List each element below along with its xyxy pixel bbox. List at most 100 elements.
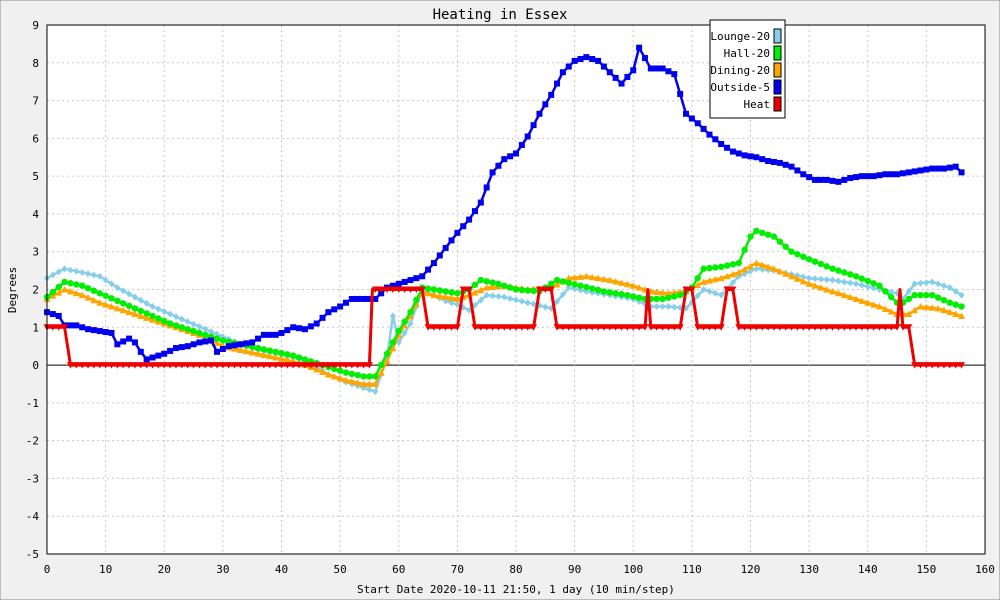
- data-point-diamond: [700, 286, 707, 293]
- data-point-triangle-down: [764, 324, 772, 331]
- data-point-square: [577, 56, 584, 63]
- data-point-triangle: [852, 295, 860, 302]
- data-point-square: [49, 311, 56, 318]
- data-point-circle: [506, 284, 514, 291]
- data-point-triangle: [319, 368, 327, 375]
- data-point-triangle: [571, 274, 579, 281]
- data-point-triangle-down: [190, 362, 198, 369]
- data-point-triangle: [49, 292, 57, 299]
- data-point-circle: [571, 281, 578, 288]
- data-point-diamond: [401, 329, 408, 337]
- data-point-triangle-down: [348, 362, 356, 369]
- y-tick-label: 0: [32, 359, 39, 372]
- data-point-triangle: [149, 316, 157, 323]
- data-point-triangle-down: [917, 362, 925, 369]
- data-point-square: [73, 322, 80, 329]
- data-point-square: [184, 343, 191, 350]
- data-point-triangle-down: [905, 324, 913, 331]
- data-point-square: [841, 176, 848, 183]
- data-point-triangle: [448, 294, 456, 302]
- data-point-circle: [166, 320, 174, 327]
- data-point-circle: [811, 258, 819, 265]
- data-point-square: [765, 158, 772, 165]
- data-point-triangle-down: [875, 324, 883, 331]
- x-tick-label: 140: [858, 563, 878, 576]
- data-point-diamond: [847, 279, 854, 287]
- data-point-triangle: [700, 278, 708, 285]
- data-point-square: [67, 322, 74, 329]
- data-point-diamond: [67, 266, 74, 274]
- data-point-square: [448, 237, 455, 244]
- data-point-square: [407, 277, 414, 284]
- data-point-triangle-down: [530, 324, 538, 331]
- data-point-circle: [383, 350, 391, 357]
- data-point-triangle-down: [676, 324, 684, 331]
- y-tick-label: 6: [32, 132, 39, 145]
- data-point-diamond: [161, 308, 168, 316]
- data-point-triangle: [764, 263, 772, 270]
- data-point-triangle: [78, 291, 86, 299]
- data-point-square: [196, 339, 203, 346]
- data-point-triangle-down: [576, 324, 584, 331]
- data-point-triangle: [107, 303, 115, 310]
- data-point-diamond: [864, 283, 871, 291]
- data-point-square: [137, 348, 144, 355]
- data-point-circle: [888, 293, 895, 301]
- data-point-triangle: [788, 272, 796, 280]
- data-point-triangle: [905, 310, 913, 318]
- series-hall-20: [43, 227, 965, 380]
- y-tick-label: -5: [26, 548, 39, 561]
- data-point-circle: [196, 329, 203, 337]
- data-point-diamond: [542, 303, 549, 311]
- data-point-circle: [278, 349, 285, 357]
- data-point-circle: [389, 339, 397, 346]
- data-point-triangle: [576, 273, 584, 280]
- data-point-square: [266, 331, 273, 338]
- data-point-triangle: [424, 289, 432, 297]
- data-point-triangle-down: [166, 362, 174, 369]
- data-point-triangle-down: [887, 324, 895, 331]
- data-point-diamond: [718, 291, 725, 299]
- data-point-triangle: [623, 280, 631, 288]
- data-point-square: [835, 178, 842, 185]
- data-point-triangle-down: [213, 362, 221, 369]
- y-tick-label: 9: [32, 19, 39, 32]
- data-point-diamond: [155, 305, 162, 313]
- data-point-triangle: [747, 262, 754, 270]
- data-point-square: [565, 63, 572, 70]
- y-tick-label: 2: [32, 284, 39, 297]
- data-point-circle: [747, 233, 754, 240]
- data-point-triangle: [248, 348, 256, 356]
- data-point-circle: [923, 291, 930, 299]
- data-point-triangle-down: [236, 362, 244, 369]
- data-point-circle: [794, 251, 801, 258]
- x-tick-label: 130: [799, 563, 819, 576]
- data-point-diamond: [149, 303, 156, 311]
- data-point-circle: [442, 288, 449, 295]
- data-point-square: [659, 65, 666, 72]
- data-point-diamond: [85, 270, 92, 278]
- data-point-triangle-down: [131, 362, 139, 369]
- data-point-triangle: [266, 352, 274, 360]
- data-point-square: [214, 348, 221, 355]
- data-point-triangle-down: [711, 324, 719, 331]
- data-point-square: [753, 154, 760, 161]
- data-point-triangle: [741, 265, 749, 273]
- data-point-triangle-down: [184, 362, 192, 369]
- data-point-square: [747, 153, 754, 160]
- data-point-triangle: [354, 379, 362, 386]
- data-point-triangle-down: [295, 362, 303, 369]
- data-point-diamond: [477, 296, 484, 304]
- data-point-diamond: [90, 271, 97, 279]
- data-point-circle: [876, 282, 883, 289]
- data-point-circle: [55, 283, 62, 291]
- data-point-triangle: [213, 339, 221, 347]
- data-point-diamond: [747, 267, 754, 275]
- data-point-triangle-down: [805, 324, 813, 331]
- data-point-square: [296, 325, 303, 332]
- data-point-triangle-down: [231, 362, 239, 369]
- data-point-diamond: [559, 291, 566, 299]
- data-point-diamond: [366, 386, 373, 394]
- data-point-triangle-down: [940, 362, 948, 369]
- data-point-square: [231, 342, 238, 349]
